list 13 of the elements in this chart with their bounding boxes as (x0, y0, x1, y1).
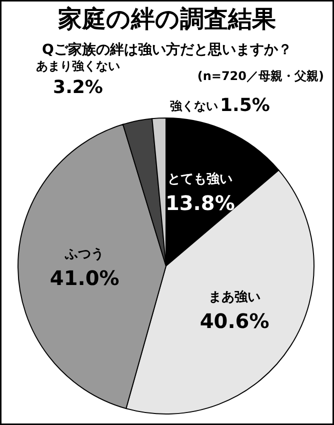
data-label: 41.0% (50, 266, 120, 290)
data-label: 13.8% (165, 191, 235, 216)
chart-subtitle: Qご家族の絆は強い方だと思いますか？ (42, 41, 292, 58)
data-label: 1.5% (220, 95, 270, 116)
slice-label: まあ強い (208, 288, 261, 305)
chart-title: 家庭の絆の調査結果 (57, 5, 276, 33)
data-label: 40.6% (200, 308, 270, 333)
text: (n=720／母親・父親) (197, 69, 324, 83)
slice-label: 強くない (170, 99, 218, 113)
slice-label: あまり強くない (36, 59, 120, 73)
slice-label: ふつう (64, 246, 104, 262)
slice-label: とても強い (168, 171, 233, 188)
data-label: 3.2% (53, 77, 103, 98)
